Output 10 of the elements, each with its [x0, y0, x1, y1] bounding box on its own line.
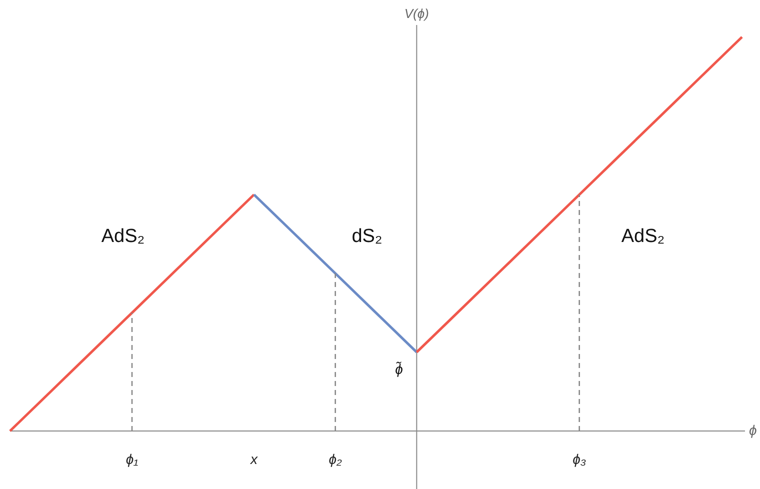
- y-axis-title: V(ϕ): [404, 6, 429, 21]
- annotation: ϕ̃: [395, 361, 404, 377]
- annotation: AdS₂: [101, 226, 145, 247]
- x-tick-label: ϕ₂: [328, 451, 343, 467]
- annotation: dS₂: [352, 226, 382, 247]
- annotation: AdS₂: [621, 226, 665, 247]
- x-axis-title: ϕ: [749, 422, 757, 438]
- x-tick-label: ϕ₁: [126, 451, 139, 467]
- x-tick-label: ϕ₃: [572, 451, 586, 467]
- x-tick-label: x: [250, 451, 258, 467]
